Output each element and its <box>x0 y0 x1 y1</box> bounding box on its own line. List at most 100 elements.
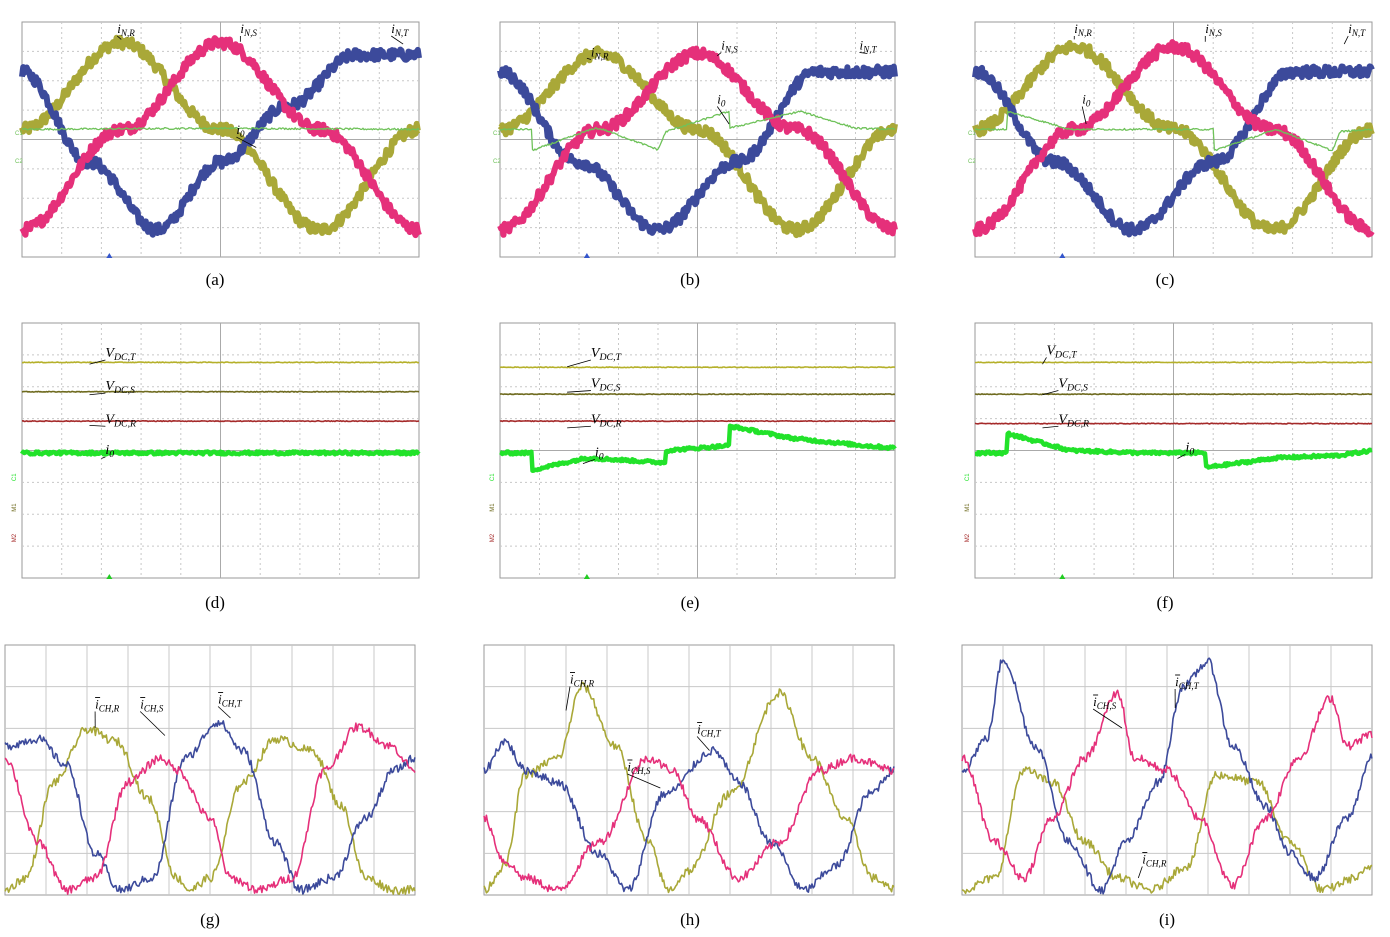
label-leader <box>567 359 592 368</box>
channel-mark: C2 <box>968 159 976 165</box>
series-label-i0: i0 <box>236 122 245 139</box>
label-leader <box>1042 390 1059 396</box>
series-label-VT: VDC,T <box>591 346 623 363</box>
series-i0-line <box>21 126 420 131</box>
series-label-VR: VDC,R <box>1058 412 1089 429</box>
channel-mark: M2 <box>12 533 18 542</box>
label-leader <box>117 35 122 40</box>
label-leader <box>1042 357 1047 365</box>
series-i0-line <box>499 110 896 152</box>
channel-mark: C1 <box>968 131 976 137</box>
series-label-i0: i0 <box>105 443 114 460</box>
series-label-S: iCH,S <box>627 759 651 776</box>
series-label-i0: i0 <box>717 92 726 109</box>
label-leader <box>391 35 404 45</box>
series-VR-line <box>974 422 1373 425</box>
channel-mark: C1 <box>15 131 23 137</box>
label-leader <box>565 686 571 711</box>
panel-i: iCH,R iCH,S iCH,T (i) <box>961 644 1373 929</box>
label-leader <box>1042 425 1059 429</box>
label-leader <box>89 359 106 365</box>
channel-mark: M1 <box>490 503 496 512</box>
series-VT-line <box>499 366 896 369</box>
caption-d: (d) <box>205 593 225 612</box>
panel-h: iCH,R iCH,S iCH,T (h) <box>483 644 895 929</box>
channel-mark: M1 <box>965 503 971 512</box>
series-S-line <box>483 753 895 893</box>
label-leader <box>716 106 730 125</box>
series-label-R: iN,R <box>117 21 135 38</box>
panel-a: C1 C2 iN,R iN,S iN,T i0 (a) <box>15 21 422 289</box>
caption-e: (e) <box>681 593 700 612</box>
trigger-marker <box>106 253 113 258</box>
series-label-S: iCH,S <box>140 697 164 714</box>
series-R-line <box>483 681 895 894</box>
label-leader <box>1092 708 1123 729</box>
series-label-VR: VDC,R <box>105 412 136 429</box>
series-S-line <box>497 45 898 238</box>
channel-mark: C1 <box>493 131 501 137</box>
series-VT-line <box>21 361 420 364</box>
trigger-marker <box>1059 253 1066 258</box>
label-leader <box>217 706 231 719</box>
series-label-S: iN,S <box>240 21 257 38</box>
series-label-T: iCH,T <box>1175 674 1200 691</box>
series-label-T: iN,T <box>1348 21 1366 38</box>
label-leader <box>627 773 661 789</box>
series-label-VT: VDC,T <box>105 346 137 363</box>
label-leader <box>89 424 106 427</box>
series-label-R: iCH,R <box>570 672 595 689</box>
series-T-line <box>483 738 895 893</box>
series-R-line <box>497 45 898 239</box>
caption-c: (c) <box>1156 270 1175 289</box>
series-label-VR: VDC,R <box>591 412 622 429</box>
series-VS-line <box>21 390 420 393</box>
label-leader <box>1081 106 1087 125</box>
series-R-line <box>972 40 1375 235</box>
series-R-line <box>4 726 416 895</box>
series-T-line <box>961 657 1373 895</box>
series-label-T: iN,T <box>860 37 878 54</box>
series-i0-line <box>973 430 1374 470</box>
label-leader <box>582 459 595 464</box>
series-label-i0: i0 <box>1082 92 1091 109</box>
trigger-marker <box>1059 574 1066 579</box>
label-leader <box>101 456 106 459</box>
label-leader <box>139 711 166 736</box>
series-label-i0: i0 <box>1185 440 1194 457</box>
series-i0-line <box>974 110 1373 152</box>
caption-a: (a) <box>206 270 225 289</box>
series-S-line <box>4 722 416 895</box>
series-VS-line <box>499 393 896 396</box>
series-S-line <box>961 689 1373 890</box>
panel-g: iCH,R iCH,S iCH,T (g) <box>4 644 416 929</box>
series-label-VS: VDC,S <box>1058 377 1088 394</box>
channel-mark: M2 <box>965 533 971 542</box>
series-VR-line <box>21 420 420 423</box>
series-label-R: iN,R <box>1074 21 1092 38</box>
label-leader <box>859 52 868 54</box>
channel-mark: C1 <box>490 473 496 481</box>
series-R-line <box>19 34 421 236</box>
label-leader <box>1177 453 1186 459</box>
series-VS-line <box>974 393 1373 396</box>
series-label-S: iN,S <box>721 37 738 54</box>
series-label-S: iCH,S <box>1093 694 1117 711</box>
label-leader <box>586 57 592 60</box>
series-label-VT: VDC,T <box>1046 343 1078 360</box>
channel-mark: M1 <box>12 503 18 512</box>
series-VT-line <box>975 361 1373 364</box>
label-leader <box>567 425 591 429</box>
panel-e: C1 M1 M2 VDC,T VDC,S VDC,R i0 (e) <box>490 322 897 612</box>
label-leader <box>236 136 257 148</box>
caption-i: (i) <box>1159 910 1175 929</box>
channel-mark: C1 <box>965 473 971 481</box>
channel-mark: C1 <box>12 473 18 481</box>
caption-g: (g) <box>200 910 220 929</box>
series-S-line <box>972 39 1375 238</box>
label-leader <box>89 392 106 396</box>
trigger-marker <box>583 574 590 579</box>
caption-h: (h) <box>680 910 700 929</box>
trigger-marker <box>583 253 590 258</box>
trigger-marker <box>106 574 113 579</box>
